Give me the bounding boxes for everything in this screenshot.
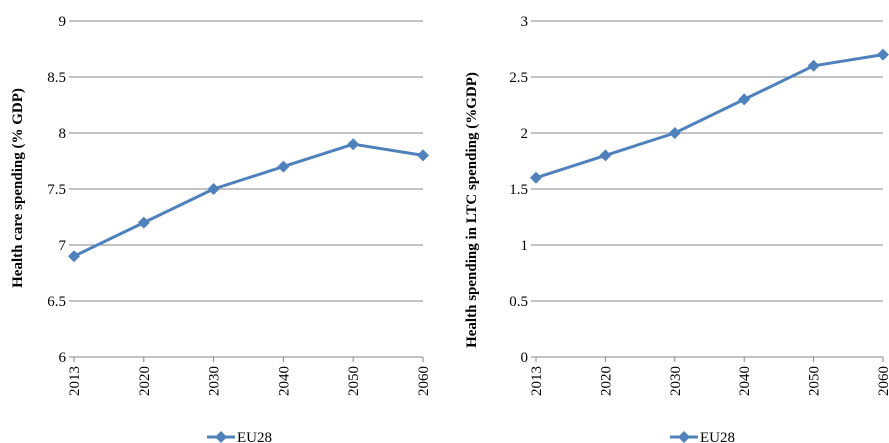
legend-label: EU28 (237, 430, 272, 443)
y-tick-label: 6 (59, 350, 67, 366)
series-line (73, 142, 424, 258)
series-line (535, 53, 884, 180)
y-tick-label: 2.5 (509, 70, 528, 86)
x-tick-label: 2020 (598, 366, 614, 396)
y-axis-title: Health care spending (% GDP) (10, 88, 26, 288)
legend: EU28 (207, 430, 272, 443)
legend-marker (215, 431, 227, 443)
x-tick-label: 2030 (668, 366, 684, 396)
legend: EU28 (670, 430, 735, 443)
health-care-chart: Health care spending (% GDP) 6 6.5 7 7.5 8 8.… (10, 14, 432, 443)
data-point (738, 93, 751, 106)
x-tick-label: 2060 (876, 366, 889, 396)
data-point (599, 149, 612, 162)
y-tick-label: 7.5 (47, 182, 66, 198)
x-tick-label: 2030 (207, 366, 223, 396)
data-point (668, 127, 681, 139)
y-tick-label: 3 (521, 14, 529, 30)
data-point (68, 250, 80, 263)
data-point (530, 171, 542, 184)
x-tick-label: 2013 (67, 366, 83, 396)
y-tick-label: 0 (521, 350, 529, 366)
y-tick-label: 1.5 (509, 182, 528, 198)
x-tick-label: 2040 (737, 366, 753, 396)
data-point (137, 216, 150, 229)
y-tick-label: 8 (59, 126, 67, 142)
x-tick-label: 2050 (807, 366, 823, 396)
x-tick-label: 2013 (529, 366, 545, 396)
x-tick-label: 2020 (137, 366, 153, 396)
data-point (347, 138, 360, 151)
data-point (277, 160, 290, 173)
data-point (207, 183, 220, 195)
data-point (417, 149, 429, 162)
data-point (807, 59, 820, 72)
y-tick-label: 7 (59, 238, 67, 254)
legend-label: EU28 (700, 430, 735, 443)
x-tick-label: 2040 (276, 366, 292, 396)
y-tick-label: 2 (521, 126, 529, 142)
y-tick-label: 1 (521, 238, 529, 254)
x-tick-label: 2060 (416, 366, 432, 396)
y-tick-label: 8.5 (47, 70, 66, 86)
y-tick-label: 0.5 (509, 294, 528, 310)
y-axis-title: Health spending in LTC spending (%GDP) (464, 72, 480, 348)
y-tick-label: 6.5 (47, 294, 66, 310)
y-tick-label: 9 (59, 14, 67, 30)
data-point (877, 48, 889, 61)
x-tick-label: 2050 (346, 366, 362, 396)
legend-marker (678, 431, 690, 443)
ltc-spending-chart: Health spending in LTC spending (%GDP) 0… (464, 14, 889, 443)
